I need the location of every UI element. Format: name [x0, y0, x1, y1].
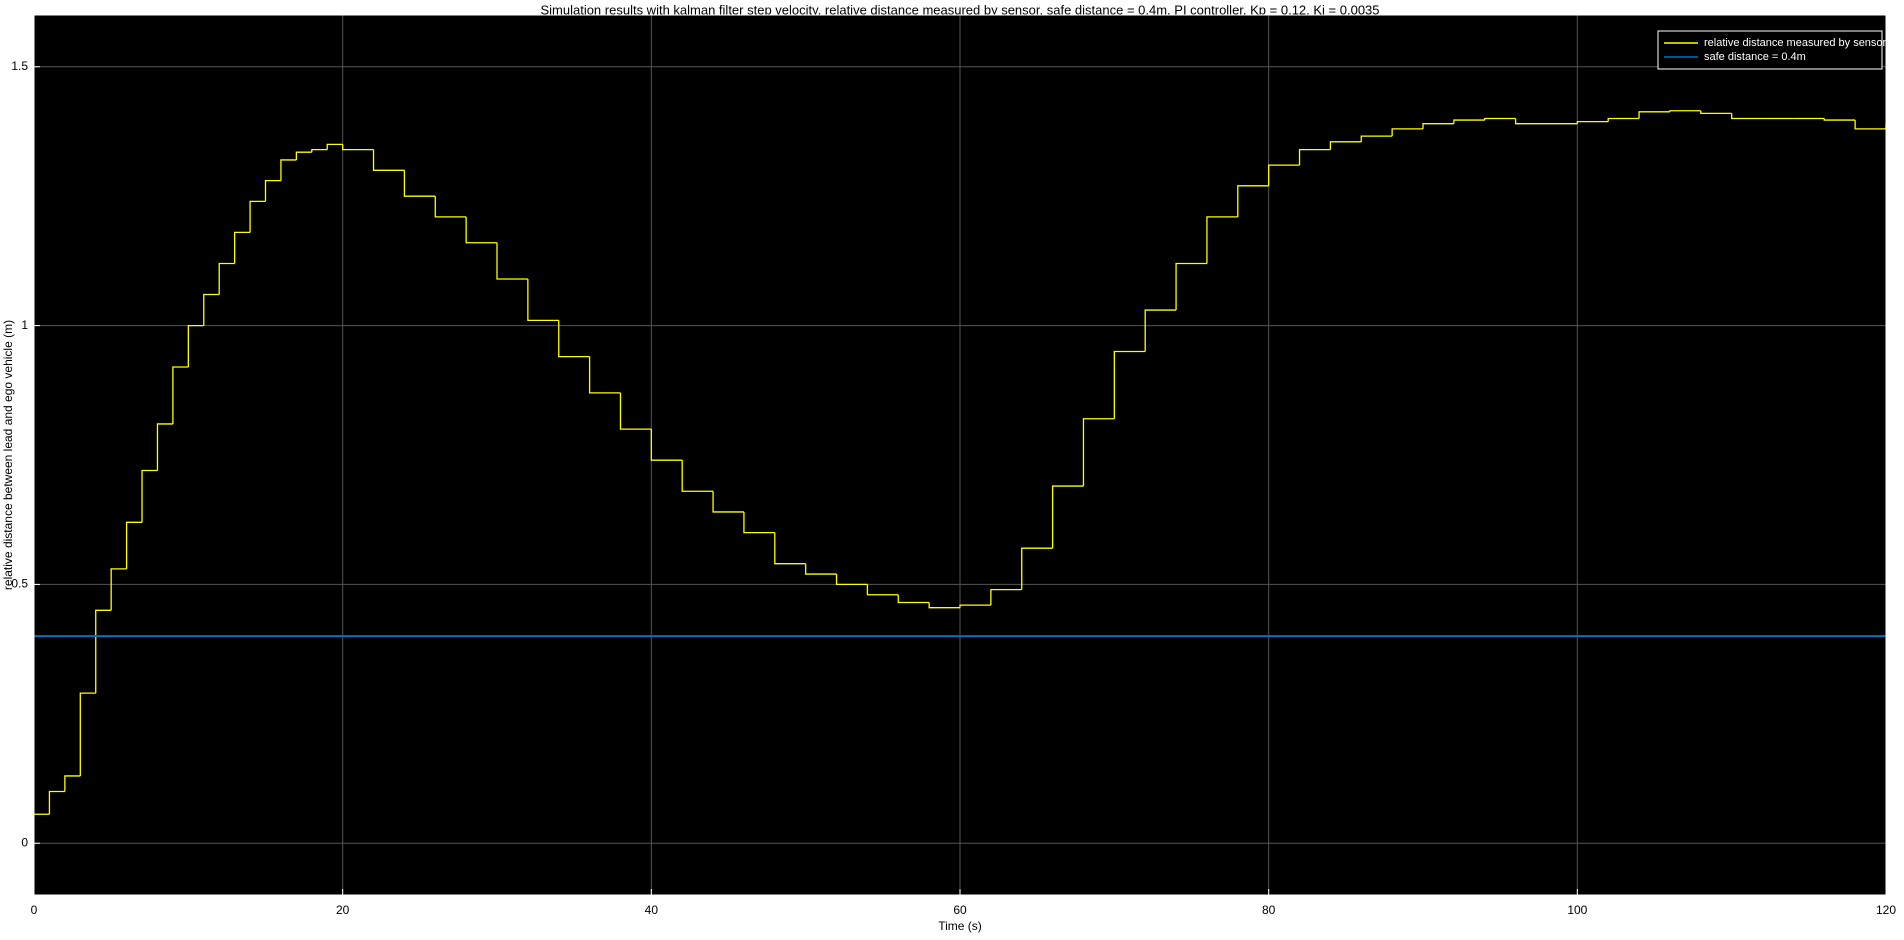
line-step	[372, 149, 405, 171]
chart-title: Simulation results with kalman filter st…	[540, 2, 1379, 17]
line-step	[1576, 120, 1609, 124]
line-step	[1206, 216, 1238, 264]
line-step	[233, 231, 251, 264]
x-tick-label: 20	[336, 903, 350, 917]
line-step	[928, 602, 960, 609]
x-tick-label: 80	[1262, 903, 1276, 917]
series-line	[34, 110, 1887, 815]
line-step	[1669, 110, 1701, 112]
line-step	[1144, 309, 1177, 352]
line-step	[774, 532, 806, 565]
line-step	[48, 790, 65, 815]
line-step	[743, 511, 775, 534]
line-step	[1237, 185, 1269, 217]
line-step	[156, 423, 173, 471]
line-step	[1360, 135, 1393, 142]
line-step	[249, 200, 266, 233]
x-tick-label: 60	[953, 903, 967, 917]
line-step	[1298, 148, 1331, 166]
line-step	[990, 588, 1022, 606]
line-step	[64, 775, 81, 792]
line-step	[1268, 164, 1300, 186]
line-step	[110, 568, 127, 611]
legend-label: safe distance = 0.4m	[1704, 51, 1806, 63]
x-tick-label: 40	[645, 903, 659, 917]
line-step	[1329, 141, 1362, 150]
legend-box	[1657, 30, 1883, 70]
line-step	[897, 594, 930, 604]
line-step	[79, 692, 96, 776]
line-step	[1113, 350, 1146, 419]
y-tick-label: 0.5	[11, 577, 28, 591]
line-step	[465, 216, 497, 244]
line-step	[1731, 113, 1763, 120]
legend-label: relative distance measured by sensor	[1704, 37, 1887, 49]
line-step	[558, 320, 590, 358]
legend: relative distance measured by sensor safe…	[1657, 30, 1887, 70]
line-step	[218, 262, 235, 295]
line-step	[172, 366, 189, 424]
line-step	[619, 392, 652, 430]
x-tick-label: 0	[31, 903, 38, 917]
line-step	[681, 460, 714, 492]
line-step	[496, 242, 528, 280]
line-step	[141, 469, 158, 523]
line-step	[1514, 118, 1547, 125]
line-step	[712, 491, 744, 513]
line-step	[1021, 547, 1053, 590]
line-step	[403, 170, 436, 197]
line-step	[125, 521, 143, 569]
line-step	[1453, 119, 1485, 124]
x-tick-label: 100	[1567, 903, 1587, 917]
x-tick-label: 120	[1876, 903, 1896, 917]
y-axis-label: relative distance between lead and ego v…	[1, 320, 15, 590]
line-step	[1607, 117, 1640, 122]
line-step	[203, 293, 220, 326]
line-step	[1823, 118, 1856, 121]
line-step	[1484, 117, 1516, 121]
line-step	[342, 144, 374, 151]
line-step	[280, 159, 297, 181]
line-step	[1051, 485, 1084, 549]
x-axis-label: Time (s)	[938, 919, 982, 933]
line-step	[1638, 111, 1670, 119]
line-step	[187, 324, 204, 367]
line-step	[434, 196, 467, 218]
line-step	[835, 574, 868, 586]
line-step	[650, 429, 683, 461]
line-step	[295, 151, 312, 160]
line-step	[1700, 110, 1732, 115]
line-step	[588, 356, 621, 394]
line-step	[866, 584, 899, 596]
line-step	[805, 563, 837, 575]
y-tick-label: 1	[21, 318, 28, 332]
y-tick-label: 1.5	[11, 59, 28, 73]
line-step	[1854, 120, 1886, 130]
line-step	[1422, 123, 1454, 129]
line-step	[527, 279, 559, 322]
line-step	[264, 179, 281, 202]
line-step	[326, 143, 343, 150]
line-step	[1391, 128, 1423, 137]
line-step	[959, 604, 991, 608]
line-step	[311, 148, 328, 153]
line-step	[1175, 262, 1207, 311]
y-tick-label: 0	[21, 835, 28, 849]
line-step	[95, 609, 112, 694]
plot-frame	[33, 14, 1887, 896]
line-step	[1082, 418, 1115, 487]
